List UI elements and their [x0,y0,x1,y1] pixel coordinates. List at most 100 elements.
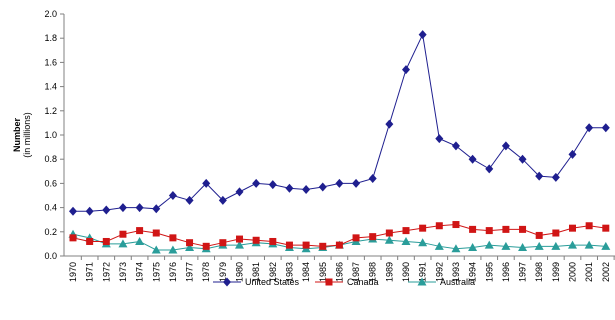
series-layer [68,30,611,254]
y-tick-label: 1.6 [44,57,57,67]
data-point-united-states [468,154,477,164]
x-tick-label: 1991 [418,262,428,282]
data-point-united-states [285,183,294,193]
data-point-australia [151,245,161,254]
series-canada [69,221,610,250]
data-point-united-states [435,134,444,144]
x-tick-label: 1974 [135,262,145,282]
data-point-united-states [451,141,460,151]
legend: United States Canada Australia [213,277,475,287]
data-point-united-states [168,191,177,200]
data-point-united-states [585,123,594,133]
y-tick-label: 2.0 [44,9,57,19]
data-point-canada [585,222,593,230]
data-point-canada [102,237,110,245]
x-tick-label: 1971 [85,262,95,282]
data-point-australia [484,240,494,249]
data-point-australia [401,236,411,245]
x-tick-label: 1985 [318,262,328,282]
data-point-australia [418,238,428,247]
y-tick-label: 0.4 [44,203,57,213]
data-point-canada [302,241,310,249]
data-point-canada [69,234,77,242]
y-axis-title-main: Number [12,118,22,153]
data-point-canada [136,227,144,235]
data-point-canada [535,231,543,239]
legend-item-canada: Canada [315,277,379,287]
data-point-united-states [69,206,77,216]
data-point-united-states [535,171,544,181]
data-point-canada [435,222,443,230]
data-point-canada [285,241,293,249]
legend-item-united-states: United States [213,277,300,287]
y-tick-label: 1.0 [44,130,57,140]
legend-marker-canada [325,278,333,286]
data-point-canada [186,239,194,247]
data-point-canada [319,242,327,250]
data-point-united-states [118,203,127,213]
data-point-canada [385,229,393,237]
y-axis-title-sub: (in millions) [22,112,32,158]
data-point-united-states [268,180,277,190]
data-point-australia [501,241,511,250]
data-point-canada [452,221,460,229]
data-point-australia [168,245,178,254]
x-tick-label: 1992 [434,262,444,282]
data-point-australia [451,244,461,253]
x-tick-label: 1981 [251,262,261,282]
legend-label-australia: Australia [440,277,475,287]
data-point-australia [135,236,145,245]
data-point-australia [468,243,478,252]
data-point-canada [202,242,210,250]
data-point-canada [502,225,510,233]
x-tick-label: 2001 [584,262,594,282]
data-point-canada [219,239,227,247]
data-point-australia [584,240,594,249]
x-tick-label: 1978 [201,262,211,282]
data-point-canada [519,225,527,233]
y-tick-label: 1.2 [44,106,57,116]
data-point-united-states [102,205,111,215]
y-tick-label: 0.8 [44,154,57,164]
data-point-canada [402,227,410,235]
x-tick-label: 1993 [451,262,461,282]
data-point-united-states [601,123,610,133]
data-point-united-states [218,195,227,205]
x-tick-label: 1994 [468,262,478,282]
x-tick-label: 1989 [384,262,394,282]
x-tick-label: 1983 [284,262,294,282]
data-point-canada [352,234,360,242]
data-point-canada [369,233,377,241]
data-point-united-states [202,178,211,188]
data-point-australia [235,240,244,249]
x-tick-label: 1975 [151,262,161,282]
data-point-australia [384,235,394,244]
plot-area: 0.00.20.40.60.81.01.21.41.61.82.0 1970 19… [44,9,615,282]
data-point-united-states [385,119,394,129]
data-point-canada [569,224,576,232]
x-tick-label: 1976 [168,262,178,282]
data-point-united-states [518,154,527,164]
data-point-united-states [318,182,327,192]
data-point-united-states [152,204,161,214]
y-tick-label: 0.6 [44,178,57,188]
y-axis-title: Number (in millions) [12,112,32,158]
x-tick-label: 1973 [118,262,128,282]
legend-label-united-states: United States [245,277,300,287]
data-point-canada [602,224,610,232]
x-tick-label: 1998 [534,262,544,282]
x-tick-label: 2000 [568,262,578,282]
data-point-australia [118,239,128,248]
x-tick-label: 1984 [301,262,311,282]
data-point-united-states [418,30,427,40]
data-point-united-states [568,149,577,159]
x-tick-label: 1988 [368,262,378,282]
legend-label-canada: Canada [347,277,379,287]
data-point-united-states [235,187,244,197]
y-tick-label: 1.8 [44,33,57,43]
x-tick-label: 1999 [551,262,561,282]
data-point-canada [469,225,477,233]
data-point-united-states [551,172,560,182]
x-ticks: 1970 1971 1972 1973 1974 1975 1976 1977 1978 1979… [68,256,615,282]
